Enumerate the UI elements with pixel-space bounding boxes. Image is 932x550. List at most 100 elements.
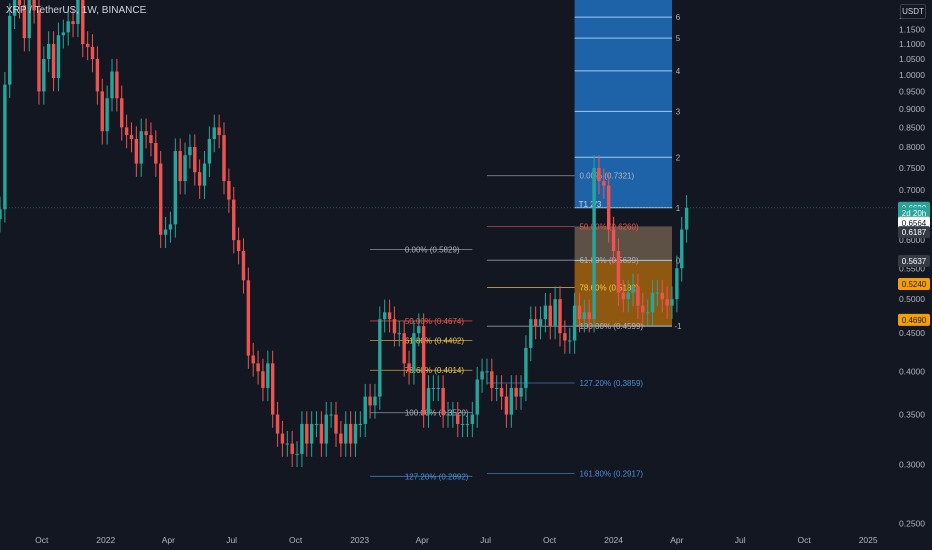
candle-body [76, 0, 80, 24]
candle-body [680, 229, 684, 269]
candle-body [436, 387, 440, 389]
x-tick-label: 2024 [604, 535, 623, 545]
y-tick-label: 1.1000 [899, 39, 925, 49]
y-tick-label: 0.2500 [899, 518, 925, 528]
fib-right-label: 61.80% (0.5639) [579, 256, 638, 265]
candle-body [270, 363, 275, 415]
target-level-label: 1 [676, 204, 681, 213]
candle-body [3, 84, 7, 210]
candle-body [105, 98, 109, 132]
x-tick-label: 2022 [96, 535, 115, 545]
candle-body [494, 387, 499, 389]
candle-body [217, 127, 221, 136]
candle-body [100, 91, 104, 132]
fib-left-label: 78.60% (0.4014) [405, 366, 464, 375]
candle-body [124, 127, 129, 136]
candle-body [339, 433, 343, 444]
x-tick-label: 2025 [859, 535, 878, 545]
price-label-text: 0.5240 [902, 280, 927, 289]
candle-body [334, 414, 338, 434]
symbol-title: XRP / TetherUS, 1W, BINANCE [6, 5, 147, 16]
candle-body [183, 155, 187, 182]
candle-body [207, 139, 212, 164]
candle-body [636, 286, 640, 306]
candle-body [329, 414, 333, 416]
candle-body [582, 312, 587, 320]
candle-body [222, 135, 226, 182]
candle-body [626, 292, 630, 300]
candle-body [563, 333, 567, 341]
fib-left-label: 100.00% (0.3520) [405, 409, 469, 418]
candle-body [37, 10, 41, 92]
y-tick-label: 0.8500 [899, 122, 925, 132]
candle-body [129, 135, 134, 140]
candle-body [193, 147, 197, 173]
target-box-grey [574, 226, 672, 261]
candle-body [504, 396, 509, 415]
fib-right-label: 0.00% (0.7321) [579, 172, 634, 181]
candle-body [324, 414, 328, 444]
candle-body [592, 167, 596, 320]
candle-body [51, 43, 56, 79]
y-tick-label: 0.5500 [899, 263, 925, 273]
y-tick-label: 0.4500 [899, 328, 925, 338]
target-level-label: 0 [676, 256, 681, 265]
fib-left-label: 50.00% (0.4674) [405, 317, 464, 326]
fib-left-label: 61.80% (0.4402) [405, 336, 464, 345]
candle-body [275, 414, 280, 434]
candle-body [319, 423, 324, 444]
candle-body [514, 387, 518, 397]
candle-body [660, 292, 664, 300]
candle-body [446, 414, 450, 416]
candle-body [85, 43, 90, 47]
candle-body [616, 251, 621, 293]
candle-body [524, 347, 528, 388]
target-level-label: 6 [676, 13, 681, 22]
candle-body [22, 5, 27, 39]
candle-body [392, 319, 397, 334]
candle-body [533, 319, 538, 327]
candle-body [519, 387, 523, 397]
candle-body [568, 340, 572, 342]
x-tick-label: Oct [289, 535, 303, 545]
candle-body [402, 333, 406, 364]
price-label-text: 0.4690 [902, 316, 927, 325]
candle-body [178, 151, 182, 182]
candle-body [611, 229, 616, 252]
fib-left-label: 0.00% (0.5829) [405, 245, 460, 254]
x-tick-label: Apr [416, 535, 429, 545]
y-tick-label: 0.7500 [899, 163, 925, 173]
price-label-text: 0.6187 [902, 228, 927, 237]
candle-body [149, 135, 153, 143]
candle-body [621, 292, 626, 300]
x-tick-label: Jul [226, 535, 237, 545]
candle-body [71, 21, 75, 24]
candle-body [465, 423, 470, 425]
y-tick-label: 0.3500 [899, 410, 925, 420]
candle-body [158, 163, 163, 235]
target-level-label: 2 [676, 153, 681, 162]
candle-body [602, 181, 606, 186]
candle-body [32, 0, 36, 11]
candle-body [236, 240, 241, 252]
candle-body [358, 423, 363, 425]
candle-body [246, 280, 251, 356]
candle-body [285, 443, 290, 445]
x-tick-label: Jul [480, 535, 491, 545]
candle-body [353, 423, 358, 444]
x-tick-label: Oct [35, 535, 49, 545]
currency-button[interactable]: USDT [900, 4, 926, 19]
candle-body [305, 423, 309, 444]
candle-body [485, 371, 489, 373]
candle-body [368, 396, 372, 406]
candle-body [670, 299, 674, 306]
candle-body [144, 131, 148, 136]
candle-body [295, 453, 299, 455]
candle-body [451, 414, 455, 416]
y-tick-label: 1.0500 [899, 54, 925, 64]
target-level-label: 5 [676, 34, 681, 43]
candle-body [412, 333, 416, 372]
y-tick-label: 0.6000 [899, 235, 925, 245]
